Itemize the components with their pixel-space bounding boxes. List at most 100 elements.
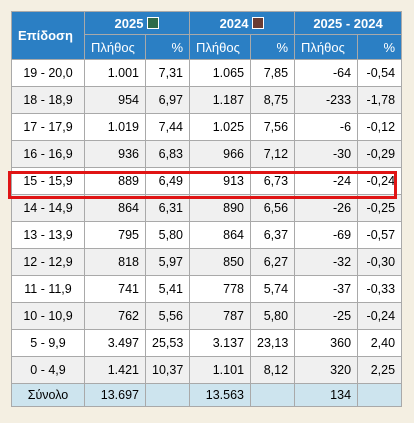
- score-table-container: Επίδοση 2025 2024 2025 - 2024 Πλήθος % Π…: [11, 11, 403, 407]
- cell-pct-2024: 7,12: [250, 140, 296, 168]
- cell-range: 19 - 20,0: [11, 59, 85, 87]
- cell-count-diff: -30: [294, 140, 359, 168]
- subheader-pct-2024: %: [250, 34, 296, 60]
- cell-count-2025: 741: [84, 275, 146, 303]
- cell-count-diff: -64: [294, 59, 359, 87]
- table-row: 13 - 13,9 795 5,80 864 6,37 -69 -0,57: [11, 221, 403, 249]
- table-body: 19 - 20,0 1.001 7,31 1.065 7,85 -64 -0,5…: [11, 59, 403, 407]
- cell-total-pct-diff: [357, 383, 403, 407]
- cell-range: 10 - 10,9: [11, 302, 85, 330]
- cell-count-2025: 954: [84, 86, 146, 114]
- cell-range: 14 - 14,9: [11, 194, 85, 222]
- cell-range: 16 - 16,9: [11, 140, 85, 168]
- cell-pct-2025: 5,80: [144, 221, 191, 249]
- score-distribution-table: Επίδοση 2025 2024 2025 - 2024 Πλήθος % Π…: [11, 11, 403, 407]
- cell-count-diff: 320: [294, 356, 359, 384]
- cell-pct-diff: -0,57: [357, 221, 403, 249]
- cell-count-2025: 1.001: [84, 59, 146, 87]
- cell-pct-2024: 6,73: [250, 167, 296, 195]
- cell-range: 15 - 15,9: [11, 167, 85, 195]
- cell-count-2024: 787: [189, 302, 252, 330]
- cell-count-2024: 778: [189, 275, 252, 303]
- cell-pct-2025: 5,41: [144, 275, 191, 303]
- cell-count-diff: -26: [294, 194, 359, 222]
- cell-pct-2025: 5,56: [144, 302, 191, 330]
- cell-pct-diff: -0,12: [357, 113, 403, 141]
- cell-pct-2024: 23,13: [250, 329, 296, 357]
- header-group-2025: 2025: [83, 11, 191, 35]
- cell-pct-diff: -1,78: [357, 86, 403, 114]
- cell-count-diff: -24: [294, 167, 359, 195]
- subheader-count-diff: Πλήθος: [294, 34, 359, 60]
- cell-range: 18 - 18,9: [11, 86, 85, 114]
- cell-count-2024: 913: [189, 167, 252, 195]
- cell-range: 12 - 12,9: [11, 248, 85, 276]
- table-header: Επίδοση 2025 2024 2025 - 2024 Πλήθος % Π…: [11, 11, 403, 60]
- cell-count-2024: 864: [189, 221, 252, 249]
- cell-pct-diff: -0,29: [357, 140, 403, 168]
- table-row: 5 - 9,9 3.497 25,53 3.137 23,13 360 2,40: [11, 329, 403, 357]
- cell-pct-diff: -0,30: [357, 248, 403, 276]
- cell-count-2024: 1.101: [189, 356, 252, 384]
- subheader-count-2025: Πλήθος: [84, 34, 146, 60]
- cell-pct-2024: 8,75: [250, 86, 296, 114]
- cell-pct-2025: 25,53: [144, 329, 191, 357]
- header-2025-label: 2025: [114, 15, 144, 31]
- cell-count-2024: 890: [189, 194, 252, 222]
- cell-pct-diff: -0,33: [357, 275, 403, 303]
- cell-total-label: Σύνολο: [11, 383, 85, 407]
- table-row: 17 - 17,9 1.019 7,44 1.025 7,56 -6 -0,12: [11, 113, 403, 141]
- cell-pct-2025: 7,44: [144, 113, 191, 141]
- cell-pct-2024: 7,56: [250, 113, 296, 141]
- header-group-difference: 2025 - 2024: [294, 11, 403, 35]
- cell-count-2024: 850: [189, 248, 252, 276]
- cell-pct-2024: 7,85: [250, 59, 296, 87]
- cell-total-count-2025: 13.697: [84, 383, 146, 407]
- cell-range: 0 - 4,9: [11, 356, 85, 384]
- color-swatch-2024-icon: [252, 16, 265, 29]
- cell-count-2024: 1.065: [189, 59, 252, 87]
- cell-count-diff: -6: [294, 113, 359, 141]
- cell-pct-diff: -0,25: [357, 194, 403, 222]
- header-2024-label: 2024: [219, 15, 249, 31]
- cell-pct-diff: -0,54: [357, 59, 403, 87]
- cell-count-diff: -37: [294, 275, 359, 303]
- cell-count-2024: 966: [189, 140, 252, 168]
- cell-pct-2025: 7,31: [144, 59, 191, 87]
- table-row: 16 - 16,9 936 6,83 966 7,12 -30 -0,29: [11, 140, 403, 168]
- cell-total-pct-2025: [144, 383, 191, 407]
- cell-pct-diff: 2,25: [357, 356, 403, 384]
- cell-count-2025: 762: [84, 302, 146, 330]
- cell-pct-2024: 5,74: [250, 275, 296, 303]
- table-row-highlighted: 15 - 15,9 889 6,49 913 6,73 -24 -0,24: [11, 167, 403, 195]
- cell-count-2025: 795: [84, 221, 146, 249]
- cell-pct-2024: 6,27: [250, 248, 296, 276]
- cell-pct-diff: -0,24: [357, 302, 403, 330]
- subheader-count-2024: Πλήθος: [189, 34, 252, 60]
- color-swatch-2025-icon: [147, 16, 160, 29]
- table-row: 18 - 18,9 954 6,97 1.187 8,75 -233 -1,78: [11, 86, 403, 114]
- cell-count-2025: 3.497: [84, 329, 146, 357]
- cell-range: 5 - 9,9: [11, 329, 85, 357]
- cell-count-2025: 936: [84, 140, 146, 168]
- cell-pct-2024: 6,37: [250, 221, 296, 249]
- cell-pct-2025: 5,97: [144, 248, 191, 276]
- table-row: 12 - 12,9 818 5,97 850 6,27 -32 -0,30: [11, 248, 403, 276]
- cell-pct-diff: 2,40: [357, 329, 403, 357]
- cell-count-2025: 818: [84, 248, 146, 276]
- cell-count-2025: 889: [84, 167, 146, 195]
- cell-count-2025: 864: [84, 194, 146, 222]
- cell-count-diff: -32: [294, 248, 359, 276]
- cell-count-diff: 360: [294, 329, 359, 357]
- cell-range: 11 - 11,9: [11, 275, 85, 303]
- cell-count-2024: 1.187: [189, 86, 252, 114]
- cell-total-count-2024: 13.563: [189, 383, 252, 407]
- cell-count-diff: -233: [294, 86, 359, 114]
- table-row: 19 - 20,0 1.001 7,31 1.065 7,85 -64 -0,5…: [11, 59, 403, 87]
- cell-count-2025: 1.019: [84, 113, 146, 141]
- cell-pct-2025: 6,31: [144, 194, 191, 222]
- cell-count-2024: 1.025: [189, 113, 252, 141]
- cell-total-pct-2024: [250, 383, 296, 407]
- cell-pct-diff: -0,24: [357, 167, 403, 195]
- subheader-pct-2025: %: [144, 34, 191, 60]
